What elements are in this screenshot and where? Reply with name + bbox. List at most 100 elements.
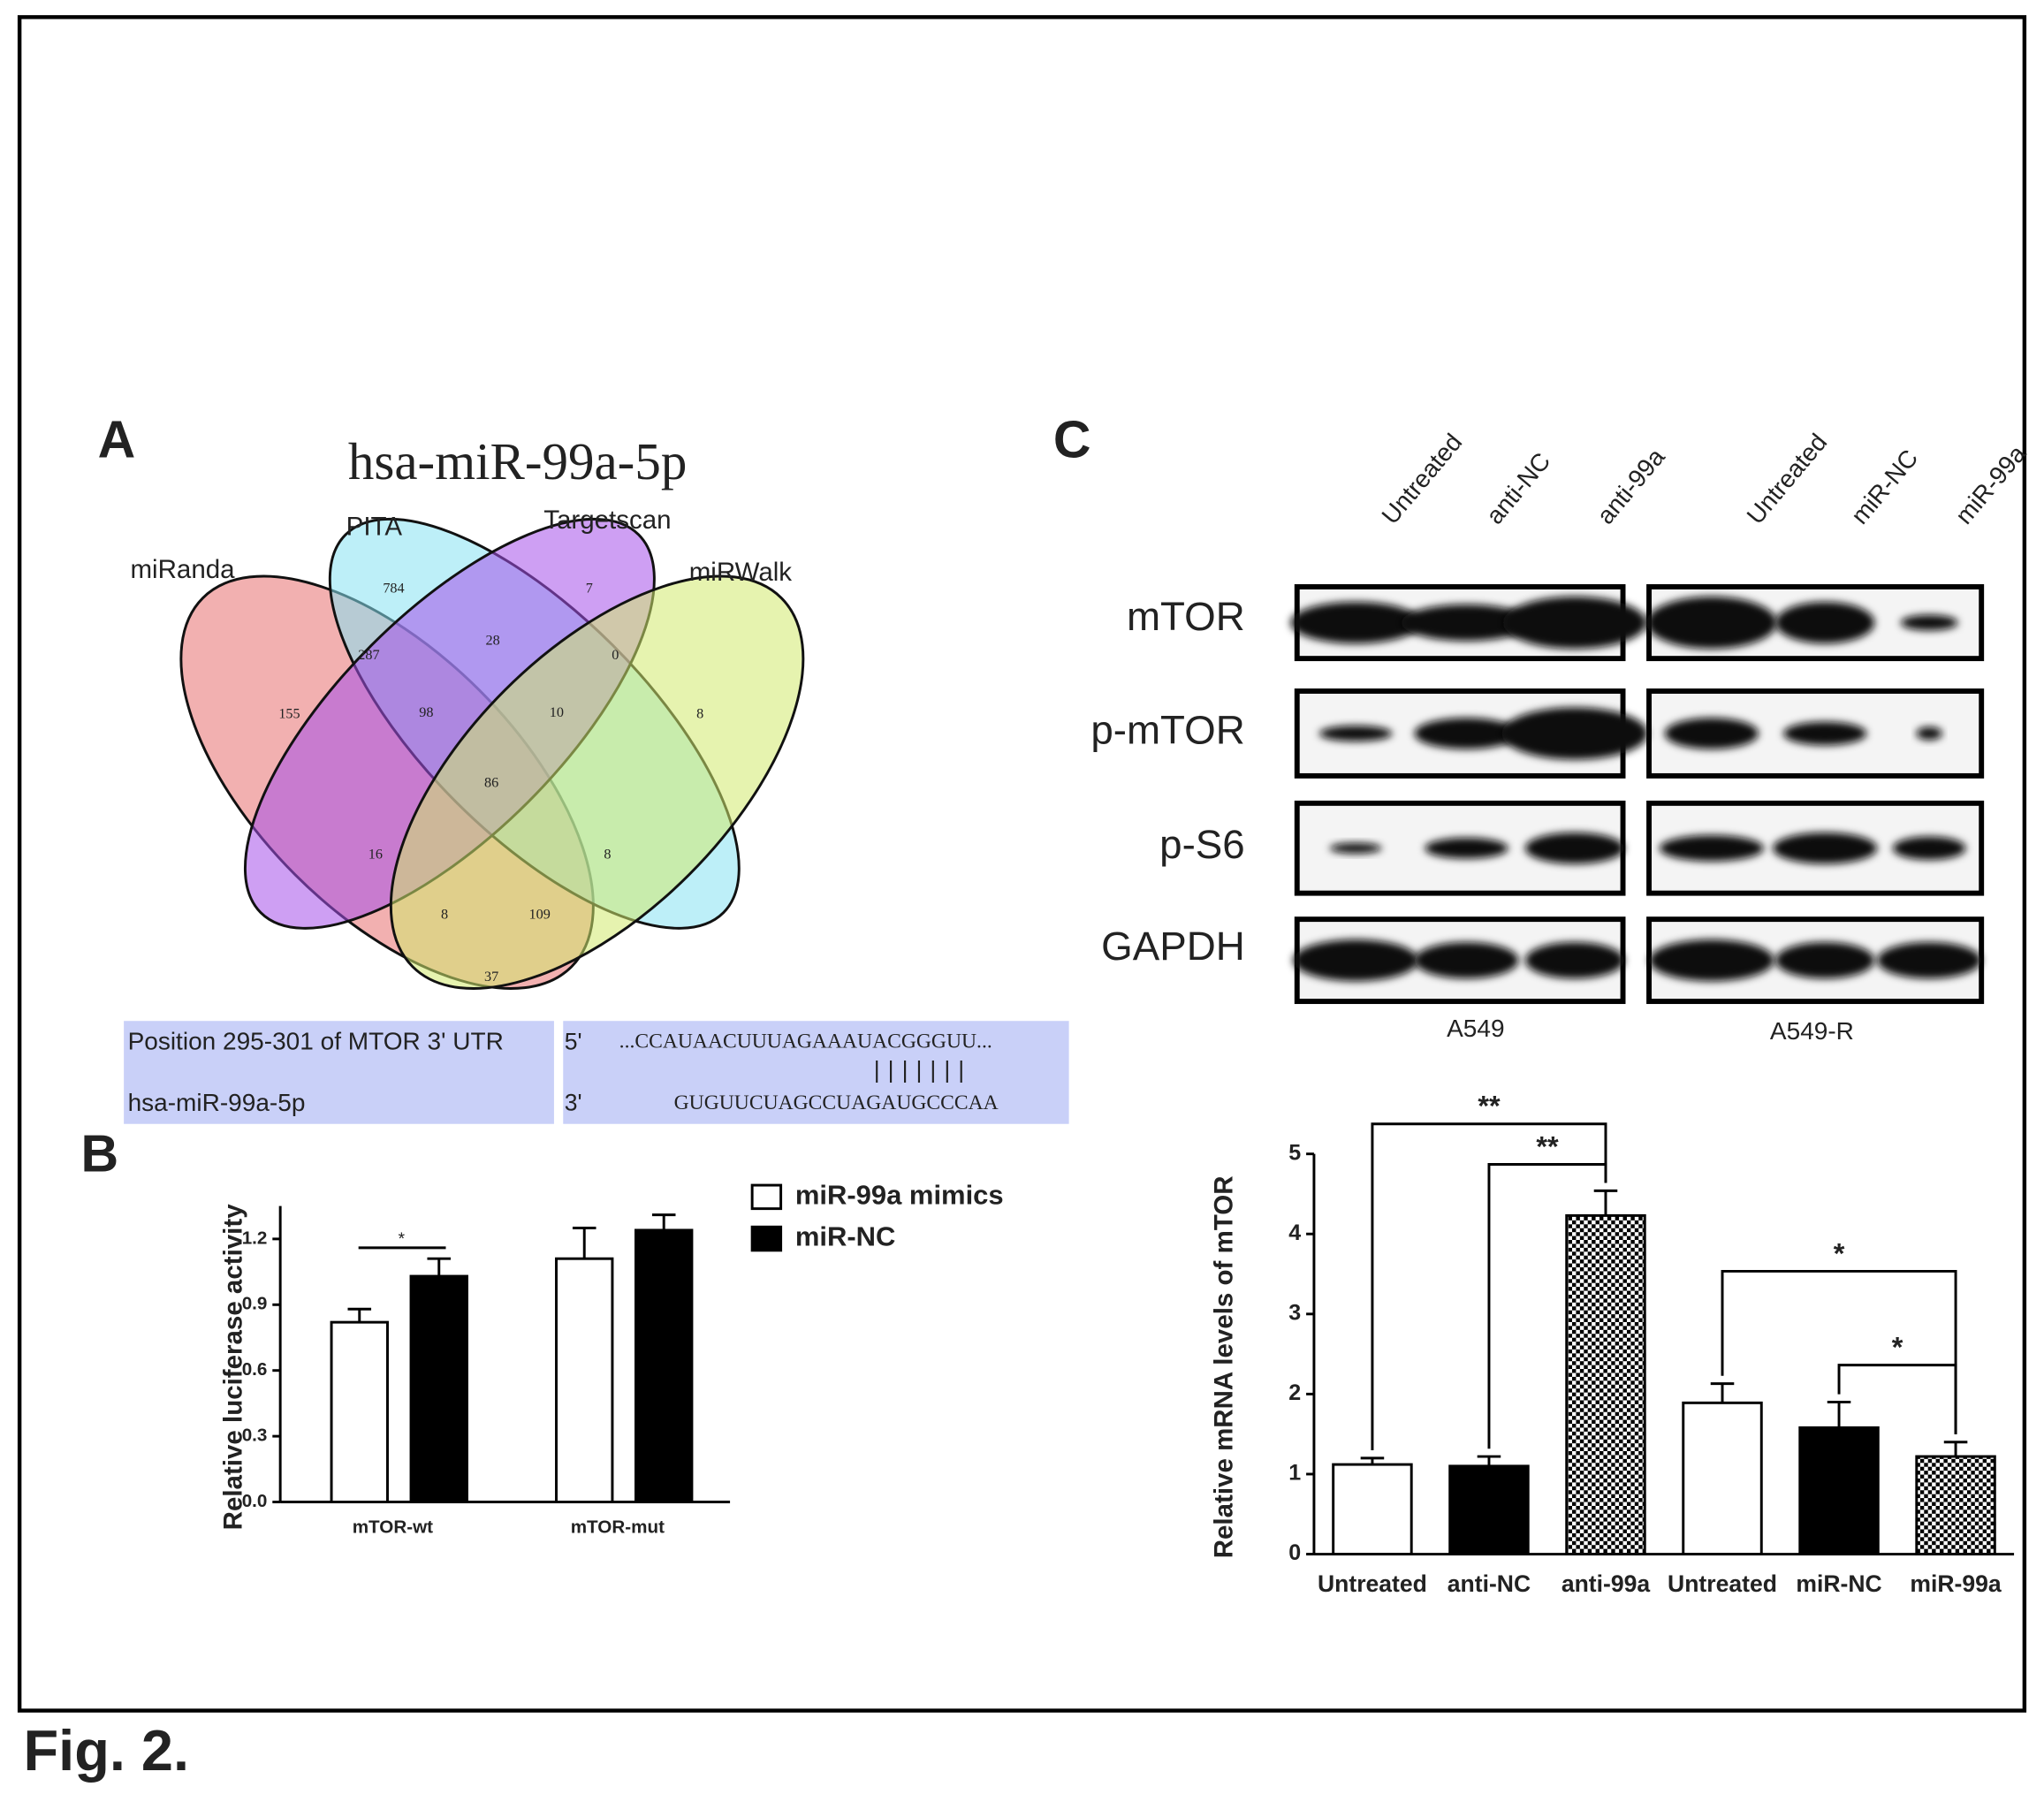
venn-count: 8 (696, 705, 703, 721)
panel-label: A (98, 410, 136, 468)
blot-band (1916, 726, 1942, 741)
bar (1915, 1455, 1996, 1556)
alignment-pairing: ||||||| (870, 1059, 969, 1085)
significance-bracket (1721, 1269, 1957, 1434)
protein-label: p-S6 (1159, 822, 1245, 867)
significance-label: * (399, 1230, 406, 1249)
blot-band (1318, 726, 1393, 741)
alignment-seq: GUGUUCUAGCCUAGAUGCCCAA (674, 1091, 999, 1114)
significance-bracket (1837, 1364, 1957, 1434)
blot-band (1775, 601, 1875, 644)
venn-set-label: miRWalk (689, 558, 793, 587)
bar (330, 1320, 389, 1504)
venn-count: 37 (484, 969, 498, 985)
venn-title: hsa-miR-99a-5p (348, 432, 687, 490)
venn-set-label: miRanda (130, 555, 235, 584)
y-tick-label: 5 (1288, 1140, 1301, 1165)
blot-band (1414, 718, 1519, 749)
venn-count: 86 (484, 774, 498, 790)
significance-label: * (1834, 1237, 1845, 1269)
venn-count: 8 (441, 906, 448, 922)
cell-line-label: A549 (1447, 1015, 1504, 1042)
protein-label: mTOR (1127, 594, 1245, 639)
x-tick-label: anti-99a (1561, 1570, 1651, 1597)
lane-label: anti-99a (1592, 443, 1670, 529)
venn-set-label: PITA (346, 512, 403, 541)
blot-band (1782, 721, 1867, 746)
legend-label: miR-99a mimics (795, 1180, 1004, 1211)
protein-label: GAPDH (1101, 924, 1245, 969)
y-tick-label: 1.2 (242, 1228, 268, 1248)
y-axis-label: Relative luciferase activity (218, 1204, 247, 1531)
blot-band (1414, 941, 1519, 979)
blot-band (1773, 833, 1878, 864)
alignment-end: 5' (565, 1028, 582, 1054)
alignment-seq: ...CCAUAACUUUAGAAAUACGGGUU... (619, 1030, 992, 1053)
blot-band (1775, 941, 1875, 979)
venn-count: 109 (529, 906, 551, 922)
x-tick-label: mTOR-wt (353, 1517, 433, 1537)
figure-label: Fig. 2. (24, 1718, 189, 1783)
blot-band (1646, 597, 1777, 650)
blot-band (1659, 835, 1764, 862)
venn (179, 517, 805, 990)
bar (1332, 1463, 1413, 1556)
y-tick-label: 4 (1288, 1220, 1301, 1245)
venn-count: 98 (419, 704, 433, 720)
venn-count: 7 (586, 581, 593, 597)
blot-band (1649, 939, 1774, 982)
blot-band (1293, 939, 1418, 982)
legend-label: miR-NC (795, 1221, 896, 1252)
panel-label: B (80, 1125, 118, 1183)
bar (1565, 1213, 1646, 1556)
venn-count: 28 (485, 633, 499, 649)
blot-band (1664, 718, 1759, 749)
blot-band (1290, 601, 1421, 644)
panel-label: C (1053, 410, 1091, 468)
venn-count: 155 (278, 705, 300, 721)
lane-label: miR-99a (1950, 440, 2032, 529)
x-tick-label: anti-NC (1448, 1570, 1531, 1597)
y-tick-label: 0 (1288, 1540, 1301, 1565)
lane-label: anti-NC (1481, 447, 1556, 529)
alignment-label: Position 295-301 of MTOR 3' UTR (128, 1028, 504, 1055)
venn-count: 16 (369, 847, 383, 863)
blot-band (1329, 842, 1382, 854)
blot-band (1501, 707, 1648, 760)
significance-label: ** (1478, 1091, 1501, 1122)
legend-swatch (750, 1225, 783, 1252)
significance-label: ** (1536, 1130, 1559, 1162)
x-tick-label: miR-99a (1910, 1570, 2002, 1597)
x-tick-label: Untreated (1318, 1570, 1427, 1597)
alignment-end: 3' (565, 1090, 582, 1116)
blot-band (1425, 837, 1508, 859)
x-tick-label: mTOR-mut (571, 1517, 665, 1537)
y-tick-label: 0.0 (242, 1491, 268, 1511)
venn-set (389, 574, 805, 990)
alignment-box (563, 1021, 1069, 1124)
y-tick-label: 2 (1288, 1380, 1301, 1405)
y-axis-label: Relative mRNA levels of mTOR (1209, 1175, 1238, 1558)
significance-label: * (1892, 1332, 1903, 1364)
bar (409, 1274, 468, 1504)
blot-band (1401, 604, 1532, 642)
y-tick-label: 3 (1288, 1300, 1301, 1325)
frame (17, 15, 2027, 1713)
significance-bracket (1487, 1163, 1607, 1449)
x-tick-label: Untreated (1668, 1570, 1777, 1597)
legend-swatch (750, 1183, 783, 1211)
significance-bracket (1371, 1122, 1607, 1451)
blot-band (1900, 614, 1958, 631)
blot-band (1524, 833, 1625, 864)
venn-count: 287 (358, 647, 379, 663)
y-tick-label: 0.3 (242, 1426, 268, 1446)
alignment-box (124, 1021, 554, 1124)
cell-line-label: A549-R (1770, 1017, 1854, 1045)
bar (1682, 1401, 1763, 1556)
blot-band (1502, 597, 1647, 650)
lane-label: miR-NC (1846, 445, 1924, 529)
bar (555, 1257, 614, 1504)
x-tick-label: miR-NC (1796, 1570, 1881, 1597)
bar (1798, 1426, 1880, 1556)
lane-label: Untreated (1377, 429, 1468, 529)
